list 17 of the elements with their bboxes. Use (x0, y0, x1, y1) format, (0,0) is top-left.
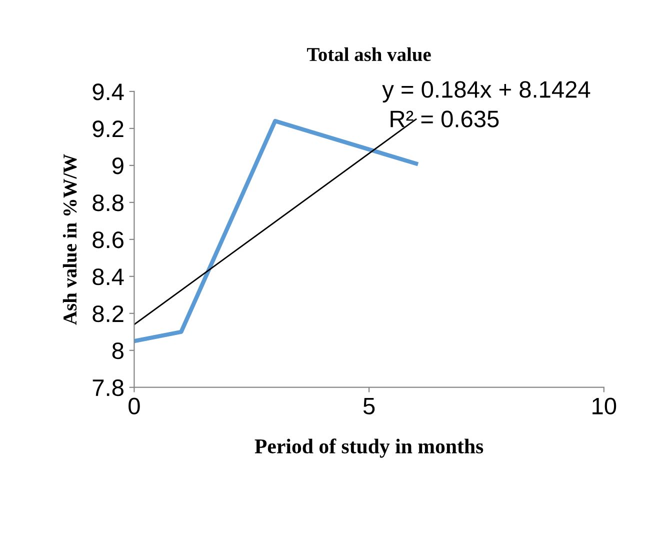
y-tick-label: 8 (112, 342, 124, 360)
y-tick-label: 8.4 (92, 268, 124, 286)
annotation: y = 0.184x + 8.1424 (382, 81, 590, 102)
y-tick-label: 9.4 (92, 84, 124, 100)
y-tick-label: 9 (112, 158, 124, 174)
x-tick-label: 10 (592, 398, 616, 414)
y-tick-label: 8.2 (92, 305, 124, 322)
chart-title: Total ash value (307, 47, 431, 62)
y-tick-label: 9.2 (92, 120, 124, 138)
x-tick-label: 5 (363, 398, 375, 414)
y-tick-label: 8.8 (92, 194, 124, 212)
x-tick-label: 0 (128, 398, 140, 414)
y-tick-label: 7.8 (92, 379, 124, 396)
y-axis-title: Ash value in %W/W (62, 154, 77, 325)
annotation: R² = 0.635 (390, 110, 499, 128)
y-tick-label: 8.6 (92, 231, 124, 248)
x-axis-title: Period of study in months (254, 438, 484, 458)
